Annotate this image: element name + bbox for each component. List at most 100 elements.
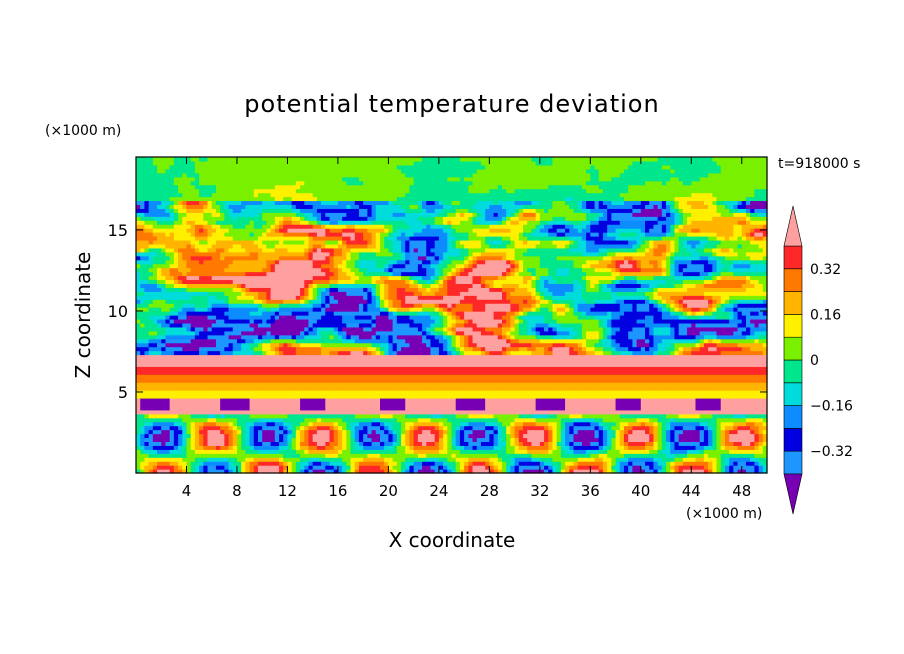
field-cell bbox=[737, 465, 743, 470]
field-cell bbox=[691, 461, 697, 466]
field-cell bbox=[476, 425, 482, 431]
field-cell bbox=[358, 394, 364, 399]
field-cell bbox=[203, 350, 209, 356]
field-cell bbox=[417, 370, 423, 375]
field-cell bbox=[657, 366, 663, 371]
field-cell bbox=[224, 354, 230, 360]
field-cell bbox=[607, 405, 612, 411]
field-cell bbox=[409, 421, 415, 427]
field-cell bbox=[489, 390, 495, 395]
field-cell bbox=[560, 374, 566, 379]
field-cell bbox=[737, 405, 743, 411]
field-cell bbox=[745, 405, 751, 411]
field-cell bbox=[548, 445, 554, 450]
field-cell bbox=[152, 433, 158, 439]
field-cell bbox=[199, 461, 204, 466]
field-cell bbox=[266, 457, 272, 462]
field-cell bbox=[426, 394, 432, 399]
field-cell bbox=[640, 350, 646, 356]
field-cell bbox=[241, 366, 246, 371]
field-cell bbox=[548, 465, 554, 470]
field-cell bbox=[695, 425, 701, 431]
field-cell bbox=[190, 469, 196, 474]
field-cell bbox=[236, 417, 242, 423]
field-cell bbox=[438, 465, 444, 470]
field-cell bbox=[136, 413, 141, 419]
field-cell bbox=[236, 453, 242, 458]
field-cell bbox=[750, 370, 755, 375]
field-cell bbox=[363, 413, 368, 419]
field-cell bbox=[182, 465, 188, 470]
field-cell bbox=[430, 453, 436, 458]
field-cell bbox=[455, 445, 461, 450]
field-cell bbox=[611, 413, 617, 419]
field-cell bbox=[325, 449, 331, 454]
field-cell bbox=[144, 374, 150, 379]
field-cell bbox=[329, 370, 335, 375]
field-cell bbox=[682, 394, 688, 399]
field-cell bbox=[556, 374, 562, 379]
field-cell bbox=[733, 421, 739, 427]
field-cell bbox=[152, 465, 158, 470]
field-cell bbox=[354, 386, 360, 391]
field-cell bbox=[708, 429, 713, 435]
field-cell bbox=[392, 461, 398, 466]
field-cell bbox=[308, 342, 314, 348]
field-cell bbox=[312, 362, 318, 367]
field-cell bbox=[611, 429, 617, 435]
field-cell bbox=[724, 469, 730, 474]
field-cell bbox=[300, 338, 305, 344]
field-cell bbox=[510, 437, 516, 442]
field-cell bbox=[375, 449, 381, 454]
field-cell bbox=[157, 465, 162, 470]
field-cell bbox=[464, 394, 469, 399]
field-cell bbox=[514, 370, 520, 375]
field-cell bbox=[607, 382, 612, 387]
field-cell bbox=[283, 390, 289, 395]
field-cell bbox=[754, 461, 760, 466]
field-cell bbox=[396, 401, 402, 407]
field-cell bbox=[371, 362, 377, 367]
field-cell bbox=[649, 433, 655, 439]
field-cell bbox=[232, 374, 238, 379]
field-cell bbox=[350, 401, 356, 407]
field-cell bbox=[316, 382, 322, 387]
field-cell bbox=[434, 342, 440, 348]
field-cell bbox=[590, 354, 596, 360]
field-cell bbox=[645, 382, 650, 387]
field-cell bbox=[485, 382, 490, 387]
field-cell bbox=[207, 405, 213, 411]
field-cell bbox=[493, 346, 499, 352]
field-cell bbox=[215, 425, 221, 431]
field-cell bbox=[274, 394, 280, 399]
field-cell bbox=[548, 453, 554, 458]
field-cell bbox=[535, 354, 541, 360]
field-cell bbox=[148, 465, 154, 470]
field-cell bbox=[548, 425, 554, 431]
field-cell bbox=[628, 354, 633, 360]
field-cell bbox=[169, 362, 175, 367]
field-cell bbox=[337, 409, 343, 415]
field-cell bbox=[291, 417, 297, 423]
field-cell bbox=[657, 390, 663, 395]
field-cell bbox=[464, 465, 469, 470]
field-cell bbox=[590, 425, 596, 431]
field-cell bbox=[241, 437, 246, 442]
field-cell bbox=[716, 346, 722, 352]
field-cell bbox=[266, 378, 272, 383]
field-cell bbox=[544, 441, 549, 446]
field-cell bbox=[464, 374, 469, 379]
field-cell bbox=[438, 397, 444, 403]
field-cell bbox=[758, 461, 764, 466]
field-cell bbox=[194, 378, 200, 383]
field-cell bbox=[384, 382, 389, 387]
field-cell bbox=[539, 366, 545, 371]
field-cell bbox=[455, 421, 461, 427]
field-cell bbox=[506, 346, 511, 352]
field-cell bbox=[337, 453, 343, 458]
field-cell bbox=[754, 346, 760, 352]
field-cell bbox=[623, 390, 629, 395]
field-cell bbox=[611, 401, 617, 407]
field-cell bbox=[666, 401, 671, 407]
field-cell bbox=[304, 354, 310, 360]
